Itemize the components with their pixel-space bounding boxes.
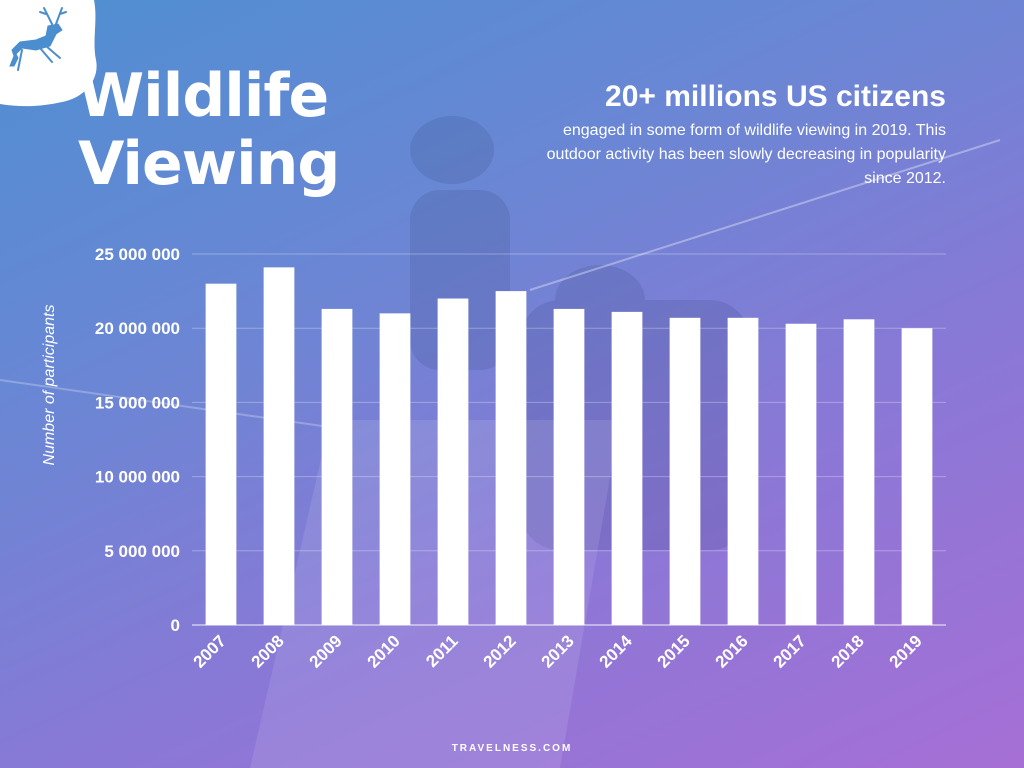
bar-2017: [785, 323, 817, 625]
deer-icon: [9, 7, 67, 71]
x-tick-label: 2008: [248, 631, 288, 671]
bar-2010: [379, 313, 411, 625]
y-tick-label: 15 000 000: [95, 393, 180, 412]
x-tick-label: 2019: [886, 631, 926, 671]
y-tick-label: 20 000 000: [95, 319, 180, 338]
y-tick-label: 25 000 000: [95, 245, 180, 264]
page-title: Wildlife Viewing: [78, 61, 340, 199]
bar-2019: [901, 328, 933, 625]
bar-2009: [321, 308, 353, 625]
x-tick-label: 2014: [596, 631, 637, 672]
title-line-1: Wildlife: [78, 61, 329, 131]
bar-2014: [611, 311, 643, 625]
bar-2012: [495, 291, 527, 625]
bar-2008: [263, 267, 295, 625]
title-line-2: Viewing: [78, 129, 340, 199]
bars: [205, 267, 933, 625]
bar-2013: [553, 308, 585, 625]
bar-2018: [843, 319, 875, 625]
bar-2011: [437, 298, 469, 625]
x-tick-label: 2012: [480, 631, 520, 671]
x-tick-label: 2017: [770, 631, 810, 671]
footer-brand: TRAVELNESS.COM: [451, 743, 573, 754]
y-axis-label: Number of participants: [41, 305, 58, 466]
x-tick-label: 2015: [654, 631, 694, 671]
y-tick-labels: 0 5 000 000 10 000 000 15 000 000 20 000 000…: [95, 245, 180, 635]
x-tick-label: 2016: [712, 631, 752, 671]
y-tick-label: 5 000 000: [104, 542, 180, 561]
y-tick-label: 0: [171, 616, 180, 635]
x-tick-labels: 2007 2008 2009 2010 2011 2012 2013 2014 2015 2016…: [190, 631, 926, 672]
bar-2016: [727, 317, 759, 625]
x-tick-label: 2007: [190, 631, 230, 671]
x-tick-label: 2018: [828, 631, 868, 671]
x-tick-label: 2010: [364, 631, 404, 671]
x-tick-label: 2013: [538, 631, 578, 671]
subtext: engaged in some form of wildlife viewing…: [546, 122, 946, 187]
bar-2007: [205, 283, 237, 625]
x-tick-label: 2011: [422, 631, 462, 671]
headline: 20+ millions US citizens: [605, 80, 946, 113]
x-tick-label: 2009: [306, 631, 346, 671]
y-tick-label: 10 000 000: [95, 468, 180, 487]
deer-logo: [0, 0, 97, 107]
bar-2015: [669, 317, 701, 625]
